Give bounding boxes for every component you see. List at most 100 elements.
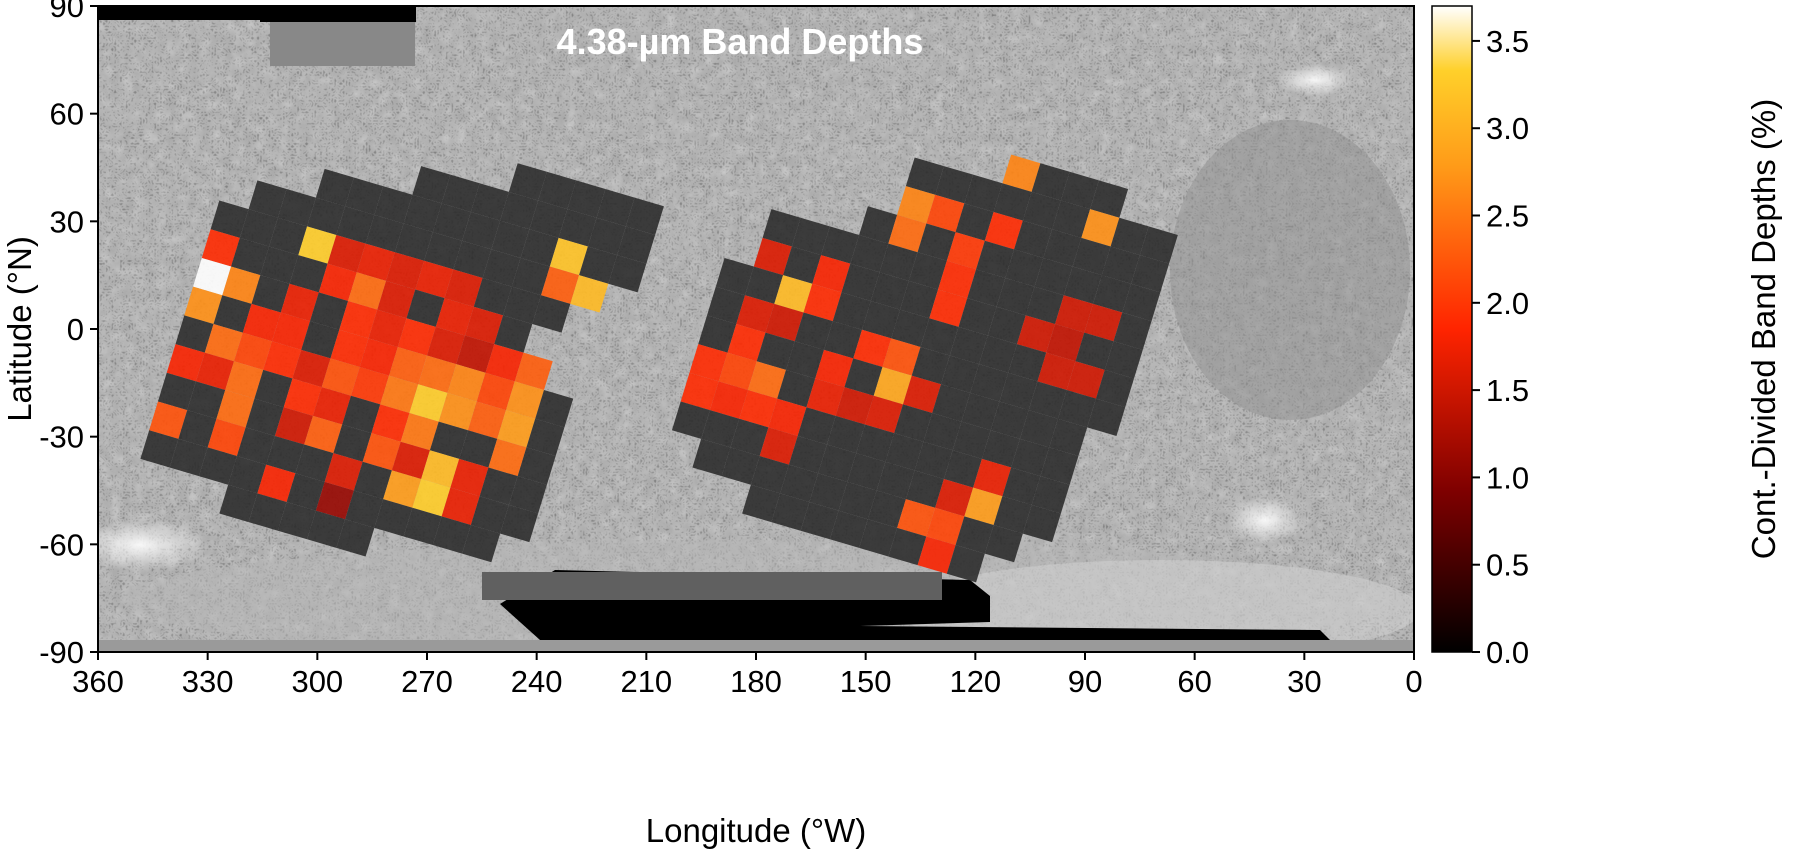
band-depth-cell xyxy=(175,315,214,353)
band-depth-cell xyxy=(432,516,471,554)
colorbar-tick-label: 3.0 xyxy=(1486,111,1529,146)
band-depth-cell xyxy=(981,430,1020,468)
band-depth-cell xyxy=(914,441,953,480)
band-depth-cell xyxy=(541,266,580,304)
band-depth-cell xyxy=(835,387,874,425)
band-depth-cell xyxy=(356,243,395,281)
band-depth-cell xyxy=(832,292,871,330)
band-depth-cell xyxy=(1072,237,1111,276)
band-depth-cell xyxy=(996,278,1035,316)
y-axis-label: Latitude (°N) xyxy=(1,236,38,422)
band-depth-cell xyxy=(462,524,501,563)
band-depth-cell xyxy=(1063,266,1102,304)
y-tick-label: 60 xyxy=(50,97,84,132)
band-depth-cell xyxy=(987,306,1026,345)
band-depth-cell xyxy=(818,444,857,482)
colorbar xyxy=(1431,5,1473,653)
band-depth-cell xyxy=(289,255,328,293)
band-depth-cell xyxy=(327,234,366,273)
band-depth-cell xyxy=(195,352,234,391)
band-depth-cell xyxy=(368,309,407,347)
band-depth-cell xyxy=(917,223,956,261)
band-depth-cell xyxy=(680,372,719,411)
y-tick-label: 30 xyxy=(50,204,84,239)
band-depth-cell xyxy=(184,286,223,324)
band-depth-overlay xyxy=(140,154,1178,583)
band-depth-cell xyxy=(1139,226,1178,264)
band-depth-cell xyxy=(1104,341,1143,379)
band-depth-cell xyxy=(505,381,544,419)
band-depth-cell xyxy=(526,418,565,457)
band-depth-cell xyxy=(497,410,536,448)
band-depth-cell xyxy=(978,335,1018,373)
band-depth-cell xyxy=(488,438,527,477)
band-depth-cell xyxy=(213,295,252,333)
band-depth-cell xyxy=(1075,332,1114,370)
band-depth-cell xyxy=(739,390,778,428)
band-depth-cell xyxy=(964,487,1003,525)
band-depth-cell xyxy=(859,519,898,557)
band-depth-cell xyxy=(345,177,384,215)
band-depth-cell xyxy=(976,240,1015,279)
band-depth-cell xyxy=(715,257,754,296)
band-depth-cell xyxy=(791,217,830,256)
band-depth-cell xyxy=(579,246,618,284)
band-depth-cell xyxy=(692,438,731,477)
band-depth-cell xyxy=(295,444,334,482)
band-depth-cell xyxy=(803,283,842,322)
band-depth-cell xyxy=(753,237,792,276)
band-depth-cell xyxy=(949,326,988,365)
band-depth-cell xyxy=(897,499,936,537)
band-depth-cell xyxy=(718,352,757,391)
band-depth-cell xyxy=(257,464,296,502)
band-depth-cell xyxy=(608,255,647,293)
colorbar-tick-label: 3.5 xyxy=(1486,24,1529,59)
band-depth-cell xyxy=(856,424,895,462)
band-depth-cell xyxy=(371,404,410,442)
band-depth-cell xyxy=(1110,217,1149,256)
band-depth-cell xyxy=(482,249,521,287)
band-depth-cell xyxy=(412,166,451,204)
band-depth-cell xyxy=(777,369,816,408)
band-depth-cell xyxy=(272,312,311,350)
band-depth-cell xyxy=(747,361,786,399)
band-depth-cell xyxy=(1101,246,1140,284)
band-depth-cell xyxy=(251,275,290,313)
band-depth-cell xyxy=(888,214,927,253)
band-depth-cell xyxy=(307,510,346,548)
band-depth-cell xyxy=(386,252,425,290)
band-depth-cell xyxy=(821,226,860,264)
band-depth-cell xyxy=(1022,504,1061,543)
band-depth-cell xyxy=(204,323,243,362)
band-depth-cell xyxy=(491,220,530,258)
band-depth-cell xyxy=(993,183,1032,221)
band-depth-cell xyxy=(926,507,965,546)
band-depth-cell xyxy=(1040,447,1079,485)
band-depth-cell xyxy=(990,401,1029,439)
x-tick-label: 180 xyxy=(730,664,782,699)
band-depth-cell xyxy=(736,295,775,333)
x-axis-ticks: 360 330 300 270 240 210 180 150 120 90 60 30 0 xyxy=(72,652,1423,699)
band-depth-cell xyxy=(470,183,509,221)
band-depth-cell xyxy=(1131,255,1170,293)
band-depth-cell xyxy=(1043,229,1082,267)
band-depth-cell xyxy=(216,390,255,428)
band-depth-cell xyxy=(233,332,273,370)
band-depth-cell xyxy=(409,384,448,422)
band-depth-cell xyxy=(920,318,959,356)
band-depth-cell xyxy=(911,346,950,385)
band-depth-cell xyxy=(932,384,971,422)
band-depth-cell xyxy=(1090,180,1129,218)
band-depth-cell xyxy=(625,197,664,235)
x-tick-label: 150 xyxy=(840,664,892,699)
band-depth-cell xyxy=(955,516,994,554)
band-depth-cell xyxy=(254,369,293,408)
y-tick-label: -90 xyxy=(39,635,84,670)
band-depth-cell xyxy=(435,298,474,336)
band-depth-cell xyxy=(873,367,912,405)
band-depth-cell xyxy=(1052,200,1091,238)
band-depth-cell xyxy=(400,412,439,451)
band-depth-cell xyxy=(1095,369,1134,408)
band-depth-cell xyxy=(698,315,737,353)
band-depth-cell xyxy=(905,157,944,195)
